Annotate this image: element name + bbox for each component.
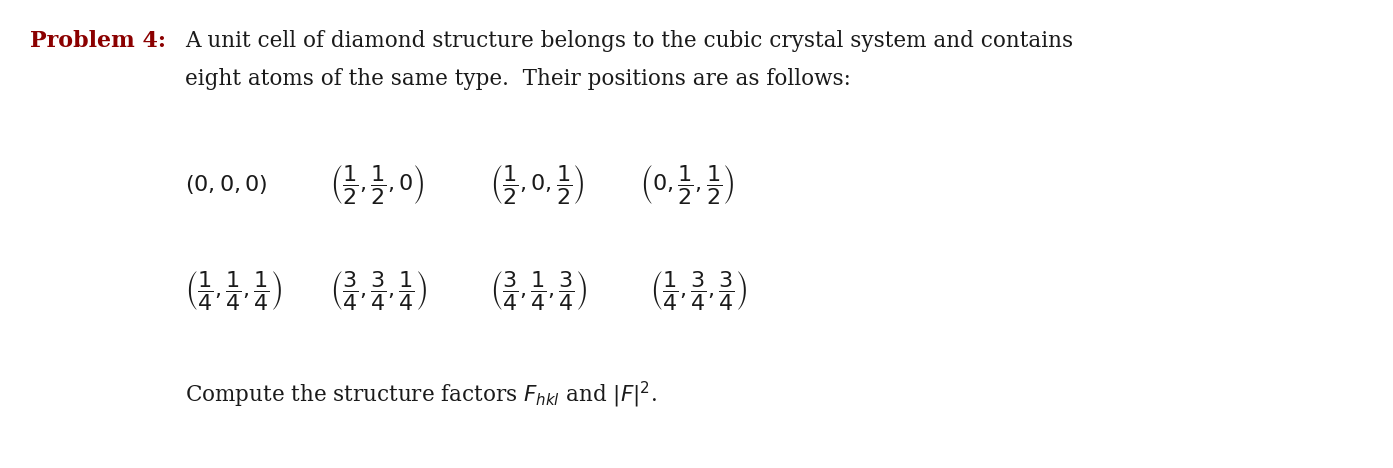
Text: $\left(\dfrac{3}{4},\dfrac{3}{4},\dfrac{1}{4}\right)$: $\left(\dfrac{3}{4},\dfrac{3}{4},\dfrac{…: [330, 269, 428, 312]
Text: A unit cell of diamond structure belongs to the cubic crystal system and contain: A unit cell of diamond structure belongs…: [185, 30, 1073, 52]
Text: eight atoms of the same type.  Their positions are as follows:: eight atoms of the same type. Their posi…: [185, 68, 851, 90]
Text: $\left(\dfrac{1}{4},\dfrac{3}{4},\dfrac{3}{4}\right)$: $\left(\dfrac{1}{4},\dfrac{3}{4},\dfrac{…: [651, 269, 748, 312]
Text: Problem 4:: Problem 4:: [31, 30, 166, 52]
Text: Compute the structure factors $F_{hkl}$ and $|F|^{2}$.: Compute the structure factors $F_{hkl}$ …: [185, 380, 657, 410]
Text: $\left(\dfrac{3}{4},\dfrac{1}{4},\dfrac{3}{4}\right)$: $\left(\dfrac{3}{4},\dfrac{1}{4},\dfrac{…: [490, 269, 588, 312]
Text: $\left(\dfrac{1}{2},0,\dfrac{1}{2}\right)$: $\left(\dfrac{1}{2},0,\dfrac{1}{2}\right…: [490, 163, 585, 206]
Text: $(0,0,0)$: $(0,0,0)$: [185, 174, 267, 197]
Text: $\left(\dfrac{1}{2},\dfrac{1}{2},0\right)$: $\left(\dfrac{1}{2},\dfrac{1}{2},0\right…: [330, 163, 425, 206]
Text: $\left(0,\dfrac{1}{2},\dfrac{1}{2}\right)$: $\left(0,\dfrac{1}{2},\dfrac{1}{2}\right…: [639, 163, 736, 206]
Text: $\left(\dfrac{1}{4},\dfrac{1}{4},\dfrac{1}{4}\right)$: $\left(\dfrac{1}{4},\dfrac{1}{4},\dfrac{…: [185, 269, 283, 312]
